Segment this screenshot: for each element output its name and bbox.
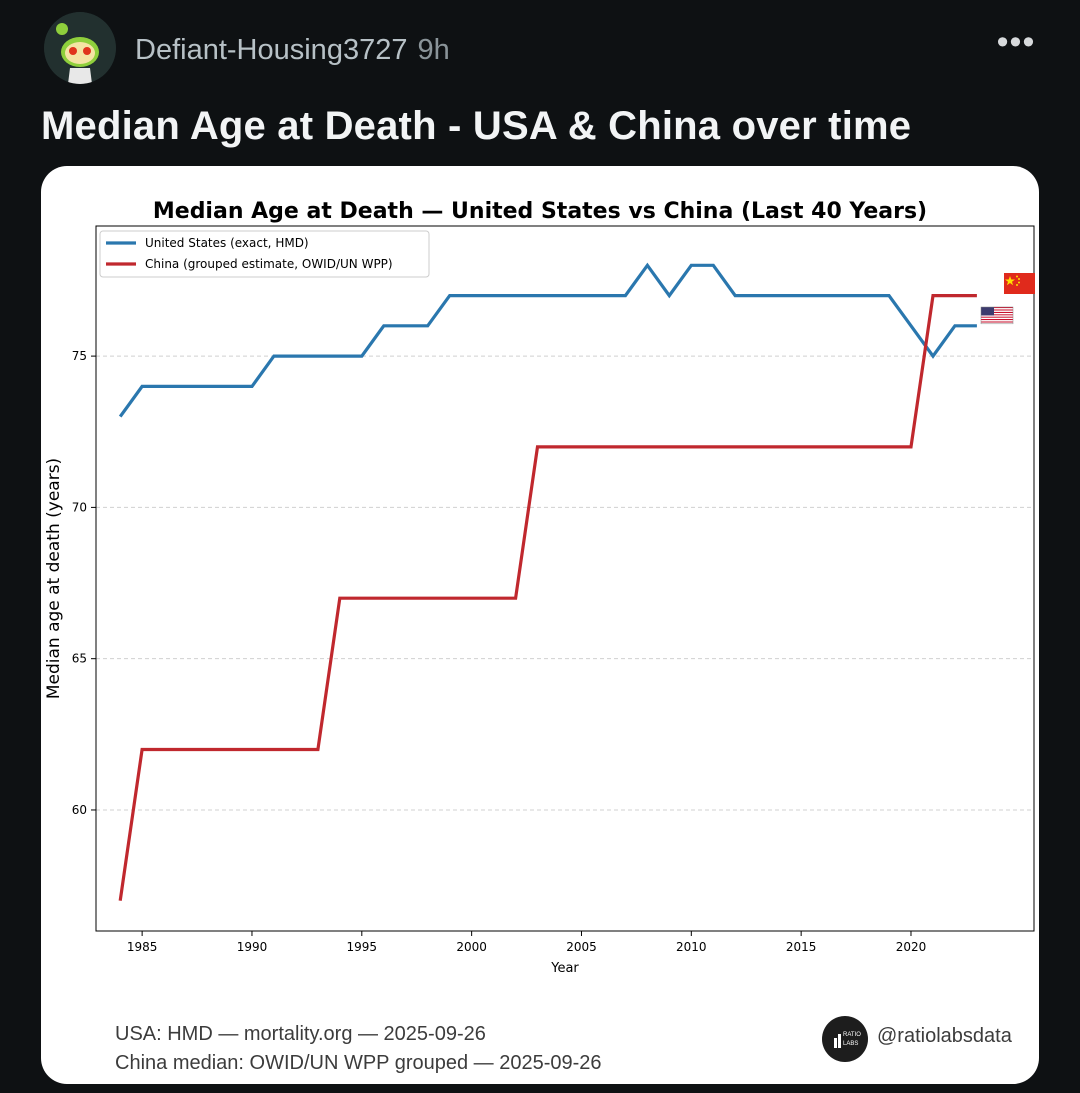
y-tick-label: 75	[72, 349, 87, 363]
x-tick-label: 2020	[896, 940, 927, 954]
chart-title: Median Age at Death — United States vs C…	[153, 199, 927, 224]
y-tick-label: 65	[72, 652, 87, 666]
brand-handle: @ratiolabsdata	[877, 1025, 1012, 1047]
legend-label: United States (exact, HMD)	[145, 236, 309, 250]
more-options-icon[interactable]: •••	[996, 23, 1036, 61]
snoo-avatar-icon[interactable]	[44, 12, 116, 84]
us-flag-icon	[980, 306, 1014, 325]
usa-series-line	[118, 262, 977, 418]
x-axis-label: Year	[550, 961, 579, 976]
post-age: 9h	[417, 34, 450, 66]
x-tick-label: 1985	[127, 940, 158, 954]
line-chart: Median Age at Death — United States vs C…	[44, 199, 1035, 976]
y-tick-label: 60	[72, 803, 87, 817]
x-tick-label: 2015	[786, 940, 817, 954]
logo-text-bottom: LABS	[843, 1041, 858, 1047]
plot-frame	[95, 225, 1035, 932]
logo-text-top: RATIO	[843, 1032, 861, 1038]
y-axis-label: Median age at death (years)	[44, 458, 64, 699]
x-tick-label: 1990	[237, 940, 268, 954]
x-tick-label: 2010	[676, 940, 707, 954]
x-tick-label: 2000	[456, 940, 487, 954]
china-flag-icon	[1004, 273, 1035, 294]
post-image[interactable]: Median Age at Death — United States vs C…	[41, 166, 1039, 1084]
legend-box	[99, 230, 430, 278]
post-header: Defiant-Housing3727 9h •••	[44, 12, 1050, 84]
x-tick-label: 1995	[347, 940, 378, 954]
china-series-line	[118, 294, 977, 901]
ratio-labs-logo-icon: RATIO LABS	[822, 1016, 868, 1062]
legend-label: China (grouped estimate, OWID/UN WPP)	[145, 257, 393, 271]
post-meta: Defiant-Housing3727 9h	[135, 34, 450, 67]
author-link[interactable]: Defiant-Housing3727	[135, 34, 408, 66]
post-title[interactable]: Median Age at Death - USA & China over t…	[41, 104, 912, 148]
source-note-usa: USA: HMD — mortality.org — 2025-09-26	[115, 1023, 486, 1045]
source-note-china: China median: OWID/UN WPP grouped — 2025…	[115, 1052, 602, 1074]
y-tick-label: 70	[72, 500, 87, 514]
x-tick-label: 2005	[566, 940, 597, 954]
